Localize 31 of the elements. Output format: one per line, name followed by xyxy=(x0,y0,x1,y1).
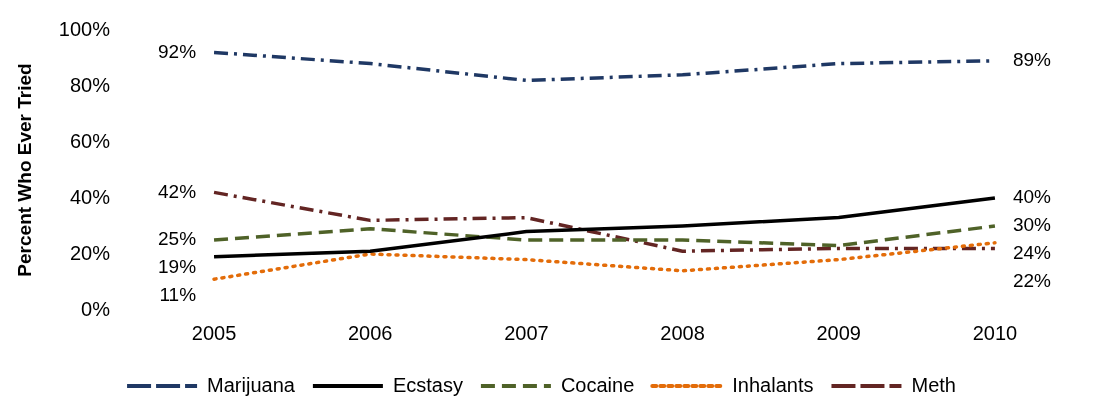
legend-label: Inhalants xyxy=(732,373,814,396)
data-label: 19% xyxy=(158,256,197,278)
y-tick-label: 80% xyxy=(69,73,111,96)
data-label: 42% xyxy=(158,180,197,202)
legend-label: Cocaine xyxy=(560,373,635,396)
line-series xyxy=(212,224,997,248)
y-tick-label: 60% xyxy=(69,129,111,152)
data-label: 40% xyxy=(1012,186,1052,208)
y-tick-label: 40% xyxy=(69,185,111,208)
y-tick-label: 0% xyxy=(81,297,111,320)
legend-label: Marijuana xyxy=(207,373,296,396)
x-tick-label: 2010 xyxy=(972,321,1018,344)
x-tick-label: 2008 xyxy=(660,321,705,344)
line-series xyxy=(212,241,997,281)
y-tick-label: 20% xyxy=(69,241,111,264)
x-tick-label: 2009 xyxy=(816,321,861,344)
y-tick-label: 100% xyxy=(58,17,111,40)
data-label: 25% xyxy=(158,228,197,250)
x-tick-label: 2007 xyxy=(504,321,549,344)
y-axis-title: Percent Who Ever Tried xyxy=(13,63,35,277)
data-label: 11% xyxy=(159,284,197,306)
data-label: 24% xyxy=(1012,242,1052,264)
legend-label: Meth xyxy=(911,373,956,396)
x-tick-label: 2005 xyxy=(191,321,237,344)
legend-label: Ecstasy xyxy=(392,373,463,396)
data-label: 30% xyxy=(1012,214,1052,236)
data-label: 89% xyxy=(1012,49,1052,71)
line-series xyxy=(212,190,997,253)
data-label: 92% xyxy=(158,40,197,62)
data-label: 22% xyxy=(1012,270,1052,292)
x-tick-label: 2006 xyxy=(347,321,393,344)
